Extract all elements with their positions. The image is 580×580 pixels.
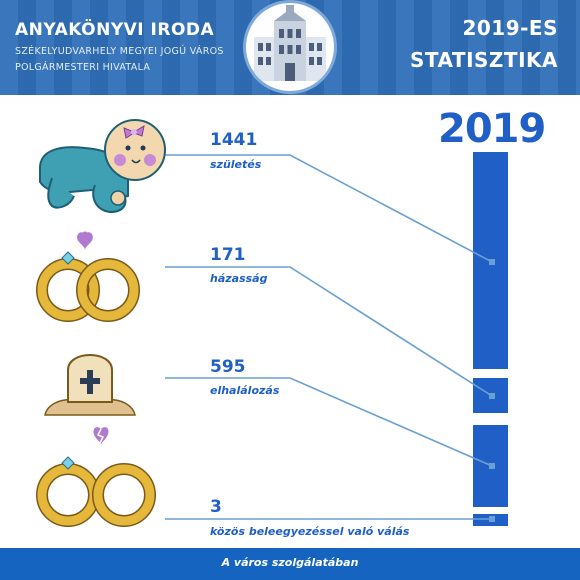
marriages-value: 171	[210, 245, 246, 265]
wedding-rings-icon	[36, 231, 140, 322]
deaths-label: elhalálozás	[210, 384, 280, 397]
header-banner: ANYAKÖNYVI IRODA SZÉKELYUDVARHELY MEGYEI…	[0, 0, 580, 95]
stats-title-line1: 2019-ES	[462, 16, 558, 40]
org-subtitle-line1: SZÉKELYUDVARHELY MEGYEI JOGÚ VÁROS	[15, 46, 224, 57]
footer-slogan: A város szolgálatában	[0, 548, 580, 580]
baby-icon	[39, 119, 166, 214]
connector-dot-deaths	[489, 463, 495, 469]
connector-dot-births	[489, 259, 495, 265]
stats-title-line2: STATISZTIKA	[410, 48, 558, 72]
divorces-value: 3	[210, 497, 222, 517]
year-bars	[473, 152, 508, 526]
year-label: 2019	[438, 106, 546, 152]
divorces-label: közös beleegyezéssel való válás	[210, 525, 410, 538]
divorce-rings-icon	[36, 427, 156, 527]
connector-dot-marriages	[489, 393, 495, 399]
connector-marriages	[165, 266, 493, 397]
connector-lines	[165, 154, 493, 520]
connector-births	[165, 154, 493, 263]
gravestone-icon	[44, 354, 136, 416]
connector-dot-divorces	[489, 516, 495, 522]
city-hall-logo	[243, 0, 337, 94]
connector-deaths	[165, 377, 493, 467]
org-title: ANYAKÖNYVI IRODA	[15, 20, 215, 40]
births-label: születés	[210, 158, 262, 171]
births-value: 1441	[210, 130, 258, 150]
marriages-label: házasság	[210, 272, 268, 285]
deaths-value: 595	[210, 357, 246, 377]
org-subtitle-line2: POLGÁRMESTERI HIVATALA	[15, 62, 151, 73]
